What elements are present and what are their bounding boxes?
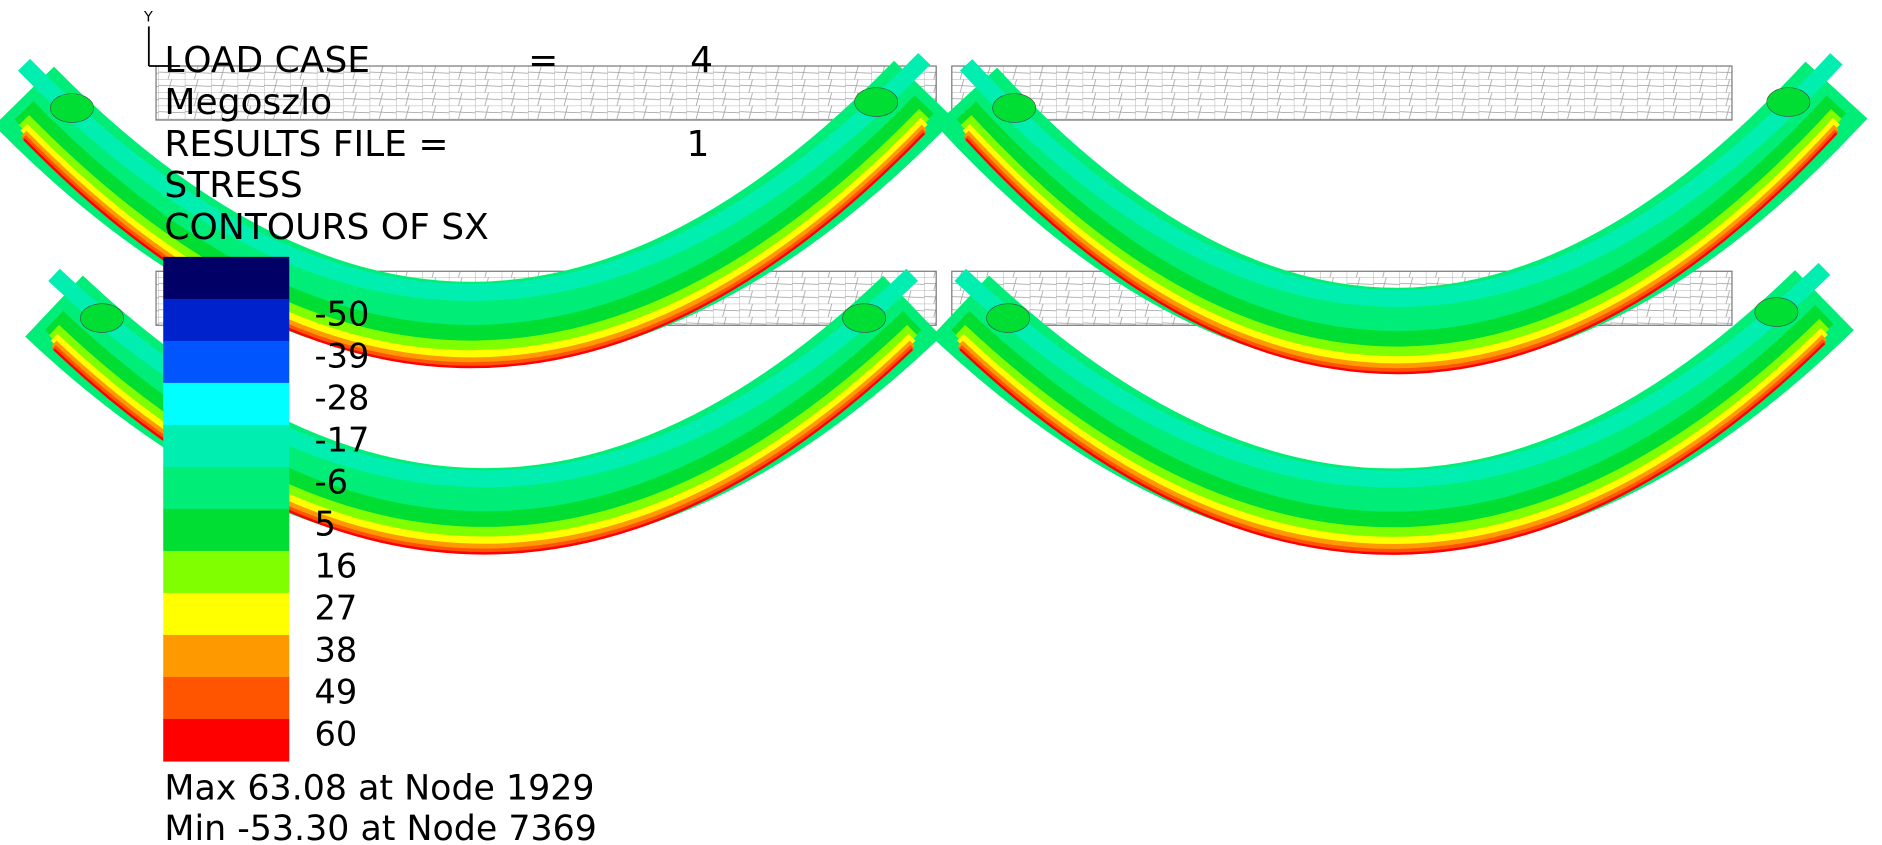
legend-band: [163, 383, 289, 426]
legend-band: [163, 635, 289, 678]
legend-level: -28: [314, 378, 369, 417]
legend-band: [163, 509, 289, 552]
legend-band: [163, 341, 289, 384]
case-name: Megoszlo: [164, 82, 332, 123]
legend-level: 38: [314, 630, 357, 669]
end-patch: [843, 304, 886, 333]
legend-level: -50: [314, 294, 369, 333]
legend-level: 60: [314, 714, 357, 753]
legend-band: [163, 425, 289, 468]
legend-band: [163, 719, 289, 762]
end-patch: [993, 94, 1036, 123]
contour-plot: Y LOAD CASE = 4 Megoszlo RESULTS FILE = …: [0, 0, 1882, 845]
legend-level: 16: [314, 546, 357, 585]
legend-level: -17: [314, 420, 369, 459]
end-patch: [855, 88, 898, 117]
legend-level: 27: [314, 588, 357, 627]
axis-label: Y: [143, 10, 153, 26]
legend-band: [163, 257, 289, 300]
legend-level: 49: [314, 672, 357, 711]
load-case-label: LOAD CASE: [164, 40, 370, 81]
results-file: 1: [687, 124, 710, 165]
legend-band: [163, 677, 289, 720]
end-patch: [1755, 298, 1798, 327]
end-patch: [987, 304, 1030, 333]
page: {"header": {"load_case_label": "LOAD CAS…: [0, 0, 1882, 845]
legend-level: 5: [314, 504, 335, 543]
results-file-label: RESULTS FILE =: [164, 124, 448, 165]
max-line: Max 63.08 at Node 1929: [164, 768, 594, 808]
end-patch: [1767, 88, 1810, 117]
contour-title: CONTOURS OF SX: [164, 207, 488, 248]
legend-level: -6: [314, 462, 347, 501]
equals: =: [528, 40, 558, 81]
legend-band: [163, 551, 289, 594]
load-case: 4: [690, 40, 713, 81]
end-patch: [80, 304, 123, 333]
quantity: STRESS: [164, 165, 302, 206]
end-patch: [50, 94, 93, 123]
min-line: Min -53.30 at Node 7369: [164, 809, 596, 845]
legend-band: [163, 593, 289, 636]
legend-band: [163, 299, 289, 342]
footer: Max 63.08 at Node 1929 Min -53.30 at Nod…: [164, 768, 596, 845]
legend-band: [163, 467, 289, 510]
legend-level: -39: [314, 336, 369, 375]
mesh-panel: [952, 66, 1732, 120]
